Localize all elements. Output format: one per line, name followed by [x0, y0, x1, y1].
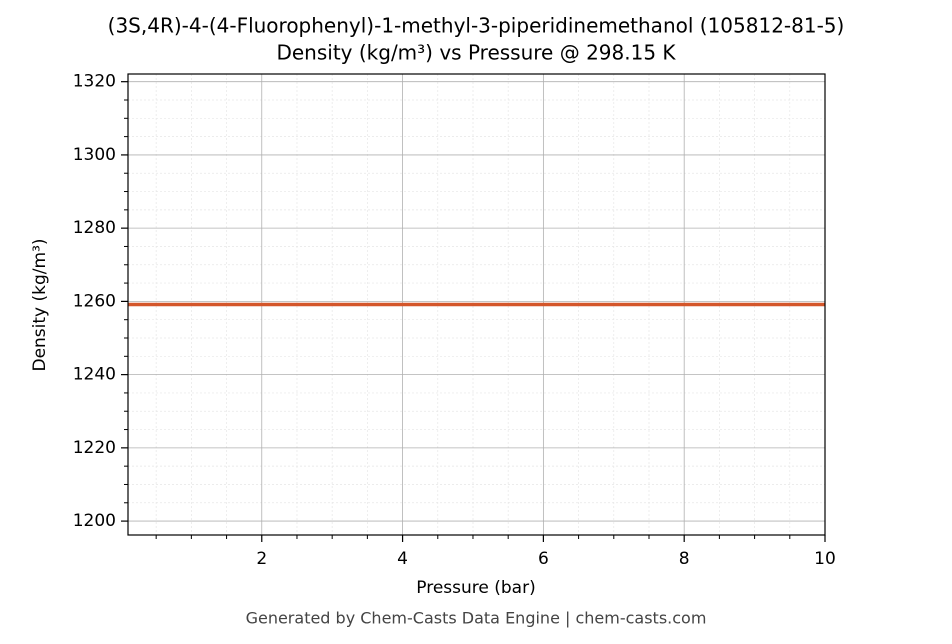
x-tick-label: 8 — [679, 549, 690, 569]
chart-subtitle: Density (kg/m³) vs Pressure @ 298.15 K — [276, 41, 676, 65]
chart-title: (3S,4R)-4-(4-Fluorophenyl)-1-methyl-3-pi… — [108, 14, 845, 38]
y-tick-label: 1260 — [73, 291, 116, 311]
x-tick-label: 2 — [256, 549, 267, 569]
x-axis-label: Pressure (bar) — [416, 578, 535, 598]
plot-frame — [127, 73, 826, 536]
x-tick-label: 6 — [538, 549, 549, 569]
x-tick-label: 10 — [814, 549, 836, 569]
y-tick-label: 1300 — [73, 145, 116, 165]
y-tick-label: 1240 — [73, 365, 116, 385]
footer: Generated by Chem-Casts Data Engine | ch… — [246, 609, 707, 628]
y-tick-label: 1320 — [73, 72, 116, 92]
x-tick-label: 4 — [397, 549, 408, 569]
y-axis-label: Density (kg/m³) — [30, 238, 50, 371]
y-tick-label: 1200 — [73, 511, 116, 531]
y-tick-label: 1220 — [73, 438, 116, 458]
y-tick-label: 1280 — [73, 218, 116, 238]
